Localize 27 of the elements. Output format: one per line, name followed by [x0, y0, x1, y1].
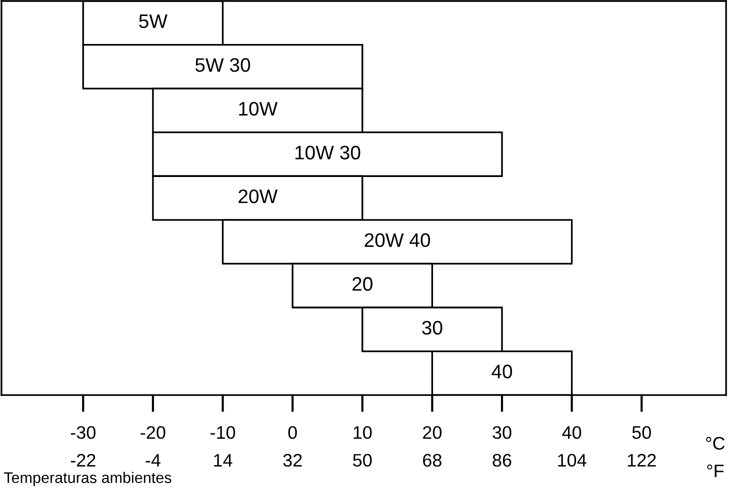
x2-tick-label: 50	[353, 454, 372, 467]
y-tick-label: 20W	[238, 189, 278, 204]
y-tick-label: 10W 30	[295, 146, 360, 160]
x-tick-label: 30	[492, 426, 512, 439]
x2-tick-label: 104	[558, 454, 586, 467]
y-tick-label: 20W 40	[364, 233, 430, 248]
x-tick-label: -10	[210, 426, 236, 439]
x2-tick-label: -22	[70, 454, 96, 466]
x-tick-label: -30	[70, 426, 96, 439]
x2-tick-label: -4	[146, 454, 160, 466]
x-tick-label: 20	[423, 426, 442, 439]
x2-tick-label: 122	[628, 454, 656, 466]
x2-tick-label: 86	[492, 454, 512, 467]
x-tick-label: -20	[140, 426, 166, 439]
x-tick-label: 0	[288, 426, 297, 439]
x2-tick-label: 14	[214, 454, 232, 466]
x2-tick-label: 68	[423, 454, 442, 467]
x-axis-title: °C	[706, 436, 725, 450]
x2-tick-label: 32	[283, 454, 302, 467]
y-tick-label: 5W	[139, 14, 168, 28]
y-tick-label: 5W 30	[195, 58, 250, 72]
x2-axis-title: °F	[707, 464, 724, 478]
text: Temperaturas ambientes	[4, 472, 172, 486]
x-tick-label: 50	[632, 426, 651, 439]
x-tick-label: 40	[562, 426, 582, 439]
x-tick-label: 10	[354, 426, 372, 439]
y-tick-label: 10W	[239, 102, 278, 116]
